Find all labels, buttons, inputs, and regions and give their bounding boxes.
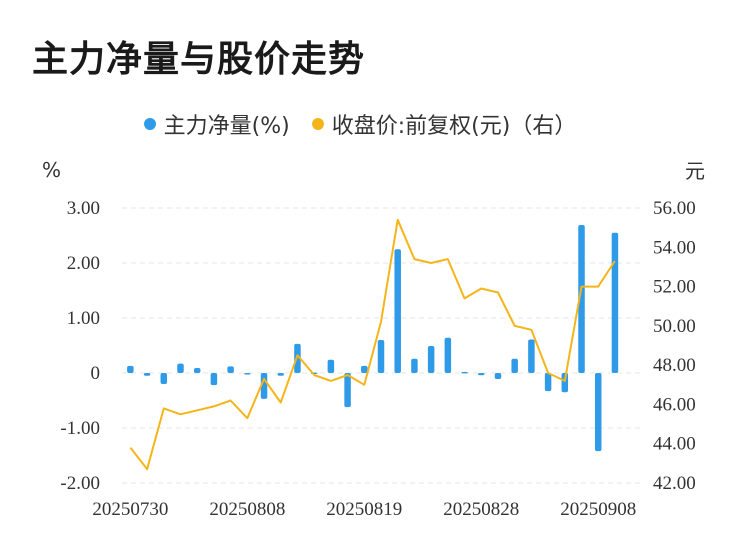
bar-net-volume[interactable]	[427, 346, 435, 373]
legend-dot-close-price	[311, 118, 324, 130]
bar-net-volume[interactable]	[461, 371, 468, 374]
bar-net-volume[interactable]	[244, 373, 251, 375]
x-tick-label: 20250828	[443, 499, 519, 520]
legend-item-close-price[interactable]: 收盘价:前复权(元)（右）	[311, 108, 577, 140]
x-tick-label: 20250730	[92, 499, 168, 520]
y-right-tick-label: 42.00	[653, 473, 696, 494]
y-right-tick-label: 50.00	[653, 316, 696, 337]
bar-net-volume[interactable]	[578, 225, 585, 373]
bar-net-volume[interactable]	[594, 373, 602, 452]
legend-item-net-volume[interactable]: 主力净量(%)	[143, 108, 290, 140]
x-tick-label: 20250908	[560, 499, 636, 520]
bar-net-volume[interactable]	[210, 373, 218, 386]
y-right-unit: 元	[685, 159, 705, 183]
bar-net-volume[interactable]	[177, 363, 184, 373]
bar-net-volume[interactable]	[411, 358, 418, 373]
bar-net-volume[interactable]	[511, 358, 518, 373]
bar-net-volume[interactable]	[260, 373, 268, 399]
bar-net-volume[interactable]	[444, 337, 452, 373]
y-left-tick-label: -2.00	[60, 473, 100, 494]
bar-net-volume[interactable]	[143, 373, 151, 376]
legend-label-close-price: 收盘价:前复权(元)（右）	[331, 114, 577, 139]
bar-net-volume[interactable]	[361, 365, 368, 373]
y-left-tick-label: 2.00	[67, 253, 100, 274]
bar-net-volume[interactable]	[394, 249, 401, 373]
y-right-tick-label: 46.00	[653, 394, 696, 415]
y-right-tick-label: 56.00	[653, 198, 696, 219]
bar-net-volume[interactable]	[544, 373, 552, 392]
x-tick-label: 20250808	[209, 499, 285, 520]
bar-net-volume[interactable]	[494, 373, 502, 380]
bar-net-volume[interactable]	[127, 365, 134, 373]
y-left-tick-label: -1.00	[60, 418, 100, 439]
bar-net-volume[interactable]	[277, 373, 284, 376]
bar-net-volume[interactable]	[528, 339, 535, 373]
bar-net-volume[interactable]	[193, 368, 201, 373]
bar-net-volume[interactable]	[327, 359, 335, 373]
x-tick-label: 20250819	[326, 499, 402, 520]
y-left-tick-label: 1.00	[67, 308, 100, 329]
legend-label-net-volume: 主力净量(%)	[163, 114, 290, 139]
bar-net-volume[interactable]	[227, 366, 234, 373]
y-right-tick-label: 44.00	[653, 434, 696, 455]
legend: 主力净量(%) 收盘价:前复权(元)（右）	[0, 108, 720, 140]
y-right-tick-label: 54.00	[653, 237, 696, 258]
bar-net-volume[interactable]	[344, 373, 351, 408]
y-left-tick-label: 0	[91, 363, 101, 384]
legend-dot-net-volume	[143, 118, 156, 130]
y-left-unit: %	[42, 158, 61, 182]
chart-title: 主力净量与股价走势	[32, 39, 366, 80]
bar-net-volume[interactable]	[377, 340, 385, 373]
bar-net-volume[interactable]	[160, 373, 168, 384]
bar-net-volume[interactable]	[294, 343, 301, 373]
bar-net-volume[interactable]	[478, 373, 485, 376]
y-right-tick-label: 52.00	[653, 277, 696, 298]
bar-net-volume[interactable]	[611, 232, 619, 373]
y-left-tick-label: 3.00	[67, 198, 100, 219]
line-close-price[interactable]	[129, 218, 616, 471]
y-right-tick-label: 48.00	[653, 355, 696, 376]
bar-net-volume[interactable]	[561, 373, 569, 393]
